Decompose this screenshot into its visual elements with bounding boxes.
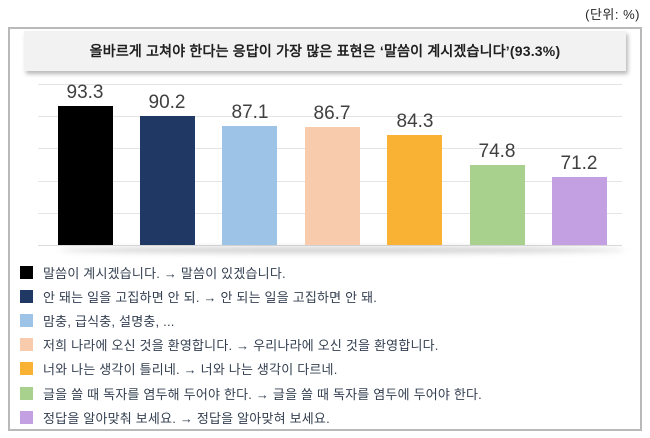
legend-swatch xyxy=(20,362,33,376)
legend-swatch xyxy=(20,289,33,303)
bar xyxy=(140,116,195,245)
bar-value-label: 87.1 xyxy=(231,102,269,123)
bar-value-label: 74.8 xyxy=(478,141,516,162)
legend-swatch xyxy=(20,338,33,352)
gridline xyxy=(38,116,622,117)
legend-label: 글을 쓸 때 독자를 염두해 두어야 한다. → 글을 쓸 때 독자를 염두에 … xyxy=(43,386,482,402)
bar xyxy=(58,106,113,245)
legend-swatch xyxy=(20,313,33,327)
legend-label: 말씀이 계시겠습니다. → 말씀이 있겠습니다. xyxy=(43,265,286,281)
legend-item: 글을 쓸 때 독자를 염두해 두어야 한다. → 글을 쓸 때 독자를 염두에 … xyxy=(18,381,628,405)
legend-label: 안 돼는 일을 고집하면 안 되. → 안 되는 일을 고집하면 안 돼. xyxy=(43,289,378,305)
legend-item: 저희 나라에 오신 것을 환영합니다. → 우리나라에 오신 것을 환영합니다. xyxy=(18,333,628,357)
bar-value-label: 90.2 xyxy=(148,92,186,113)
chart-title: 올바르게 고쳐야 한다는 응답이 가장 많은 표현은 ‘말씀이 계시겠습니다’(… xyxy=(24,31,626,71)
unit-label: (단위: %) xyxy=(585,7,640,22)
legend-label: 저희 나라에 오신 것을 환영합니다. → 우리나라에 오신 것을 환영합니다. xyxy=(43,338,439,354)
legend-item: 말씀이 계시겠습니다. → 말씀이 있겠습니다. xyxy=(18,260,628,284)
gridline xyxy=(38,84,622,85)
bar xyxy=(470,165,525,245)
legend-item: 맘충, 급식충, 설명충, ... xyxy=(18,308,628,332)
legend-swatch xyxy=(20,410,33,424)
legend-item: 정답을 알아맞춰 보세요. → 정답을 알아맞혀 보세요. xyxy=(18,405,628,429)
bar-value-label: 71.2 xyxy=(560,153,598,174)
legend-swatch xyxy=(20,386,33,400)
bar xyxy=(552,177,607,245)
bar-value-label: 84.3 xyxy=(396,111,434,132)
legend-item: 안 돼는 일을 고집하면 안 되. → 안 되는 일을 고집하면 안 돼. xyxy=(18,284,628,308)
legend-label: 정답을 알아맞춰 보세요. → 정답을 알아맞혀 보세요. xyxy=(43,410,330,426)
legend-label: 너와 나는 생각이 틀리네. → 너와 나는 생각이 다르네. xyxy=(43,362,338,378)
chart-legend: 말씀이 계시겠습니다. → 말씀이 있겠습니다. 안 돼는 일을 고집하면 안 되… xyxy=(18,260,628,429)
axis-baseline xyxy=(38,245,622,246)
bar-value-label: 86.7 xyxy=(313,103,351,124)
bar xyxy=(305,127,360,245)
bar xyxy=(387,135,442,245)
bar-value-label: 93.3 xyxy=(66,82,104,103)
bar xyxy=(222,126,277,245)
baseline-shadow xyxy=(60,247,625,253)
legend-swatch xyxy=(20,265,33,279)
legend-item: 너와 나는 생각이 틀리네. → 너와 나는 생각이 다르네. xyxy=(18,357,628,381)
legend-label: 맘충, 급식충, 설명충, ... xyxy=(43,313,175,329)
